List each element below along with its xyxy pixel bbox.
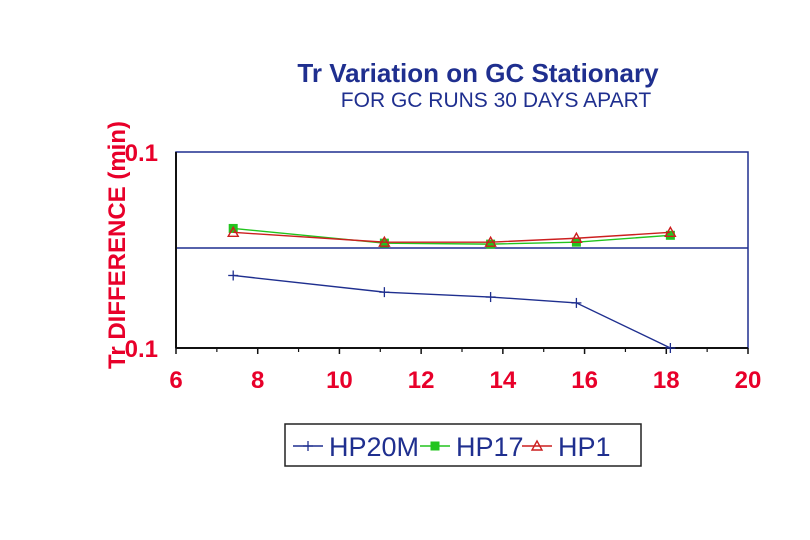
x-tick-label: 6 [169, 367, 182, 394]
data-point-hp17 [665, 230, 675, 240]
x-tick-label: 16 [571, 367, 598, 394]
data-point-hp20m [665, 343, 676, 353]
x-tick-label: 10 [326, 367, 353, 394]
x-tick-label: 8 [251, 367, 264, 394]
data-point-hp1 [227, 225, 240, 238]
y-tick-label: 0.1 [125, 140, 158, 167]
y-tick-label: 0.1 [125, 336, 158, 363]
data-point-hp17 [486, 239, 496, 249]
x-tick-label: 12 [408, 367, 435, 394]
x-tick-label: 14 [490, 367, 517, 394]
data-point-hp20m [228, 270, 239, 281]
legend-marker-hp20m [303, 441, 313, 451]
legend-item-hp20m: HP20M [293, 432, 419, 462]
data-point-hp20m [379, 287, 390, 298]
y-axis-label: Tr DIFFERENCE (min) [104, 121, 131, 369]
series-line-hp1 [233, 231, 671, 243]
chart-subtitle: FOR GC RUNS 30 DAYS APART [341, 89, 652, 112]
data-point-hp17 [379, 238, 389, 248]
data-point-hp20m [485, 292, 496, 303]
legend: HP20M HP17 HP1 [293, 432, 611, 462]
chart-title: Tr Variation on GC Stationary [297, 58, 659, 88]
series-line-hp20m [233, 274, 671, 349]
data-point-hp1 [570, 231, 583, 243]
legend-label: HP1 [558, 432, 611, 462]
legend-label: HP17 [456, 432, 524, 462]
data-point-hp1 [378, 235, 391, 247]
x-axis-ticks: 6 8 10 12 14 16 18 20 [169, 348, 761, 394]
legend-item-hp1: HP1 [522, 432, 611, 462]
legend-marker-hp17 [430, 441, 440, 451]
x-tick-label: 18 [653, 367, 680, 394]
data-point-hp1 [484, 235, 497, 247]
data-point-hp20m [571, 297, 582, 308]
series-group [227, 223, 677, 353]
y-axis-ticks: 0.1 0.1 [125, 140, 158, 363]
legend-marker-hp1 [530, 439, 544, 451]
data-point-hp1 [664, 225, 677, 238]
legend-item-hp17: HP17 [420, 432, 524, 462]
x-tick-label: 20 [735, 367, 762, 394]
legend-label: HP20M [329, 432, 419, 462]
legend-box [284, 423, 642, 467]
plot-area [175, 151, 749, 349]
